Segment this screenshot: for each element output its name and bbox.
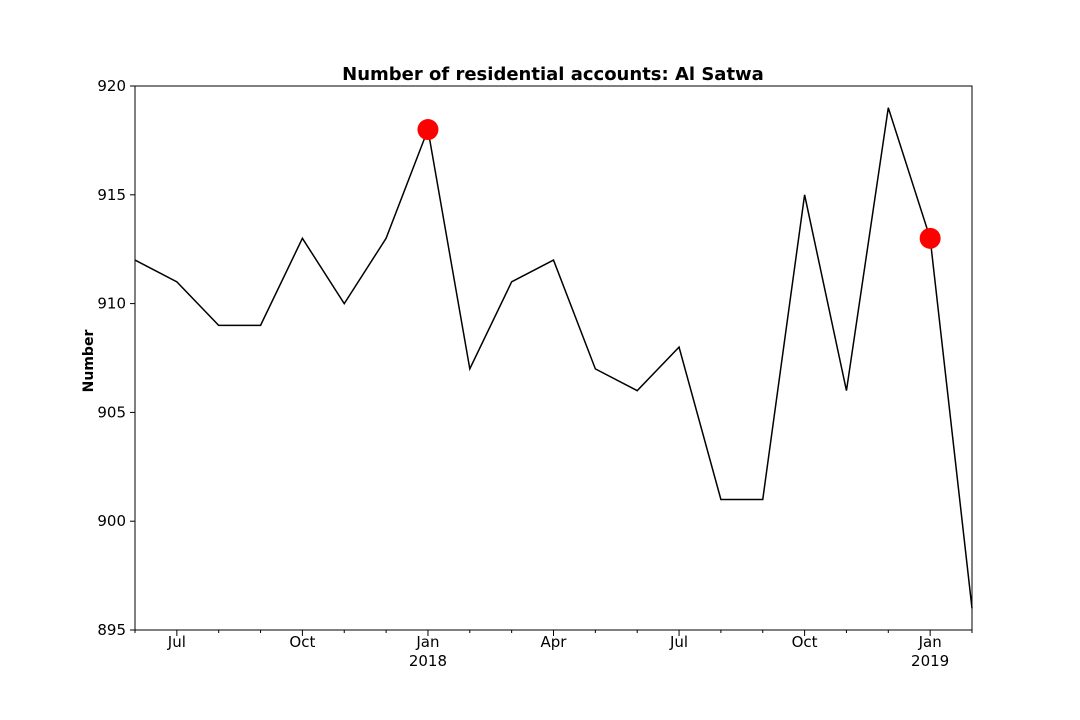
y-axis-ticks: 895 900 905 910 915 920	[97, 77, 135, 639]
chart-title: Number of residential accounts: Al Satwa	[342, 64, 764, 85]
y-tick-label: 895	[97, 621, 126, 639]
x-tick-year-label: 2019	[911, 652, 949, 670]
x-tick-label: Jul	[669, 633, 688, 651]
y-tick-label: 905	[97, 403, 126, 421]
x-tick-year-label: 2018	[409, 652, 447, 670]
series-layer	[134, 107, 973, 609]
highlight-marker	[919, 227, 941, 249]
x-tick-label: Oct	[792, 633, 818, 651]
series-line	[134, 107, 973, 609]
highlight-markers	[417, 119, 941, 249]
x-tick-label: Apr	[541, 633, 568, 651]
y-tick-label: 920	[97, 77, 126, 95]
highlight-marker	[417, 119, 439, 141]
x-tick-label: Oct	[289, 633, 315, 651]
x-tick-label: Jan	[415, 633, 439, 651]
x-tick-label: Jul	[167, 633, 186, 651]
plot-area-frame	[134, 85, 973, 631]
y-tick-label: 900	[97, 512, 126, 530]
x-tick-label: Jan	[918, 633, 942, 651]
y-axis-label: Number	[81, 330, 97, 393]
y-tick-label: 910	[97, 295, 126, 313]
y-tick-label: 915	[97, 186, 126, 204]
